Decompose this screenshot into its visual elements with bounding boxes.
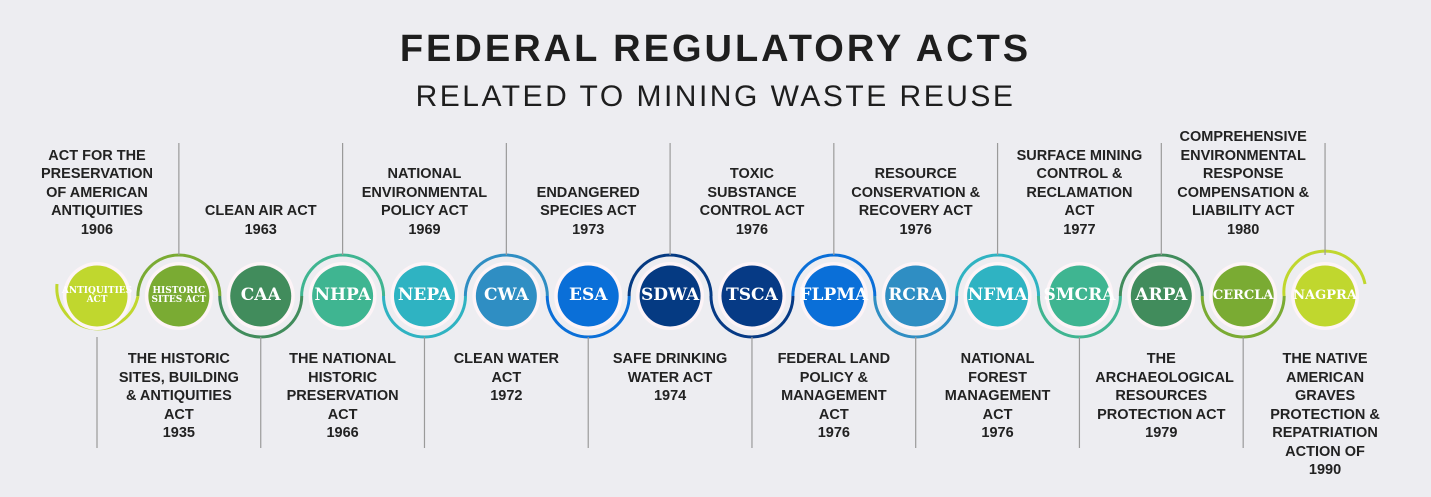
act-name: CLEAN AIR ACT bbox=[204, 203, 317, 219]
act-abbreviation: CWA bbox=[483, 285, 529, 306]
act-year: 1976 bbox=[899, 221, 932, 238]
act-label: ENDANGERED SPECIES ACT 1973 bbox=[508, 184, 668, 240]
act-circle bbox=[1294, 265, 1356, 327]
act-abbreviation: ANTIQUITIES ACT bbox=[61, 285, 133, 305]
act-label: ACT FOR THE PRESERVATION OF AMERICAN ANT… bbox=[17, 147, 177, 240]
act-label: FEDERAL LAND POLICY & MANAGEMENT ACT 1976 bbox=[754, 350, 914, 443]
act-year: 1966 bbox=[326, 425, 359, 441]
wave-arc bbox=[463, 253, 549, 297]
act-year: 1976 bbox=[735, 221, 769, 238]
act-label: THE NATIONAL HISTORIC PRESERVATION ACT 19… bbox=[263, 350, 423, 443]
act-label: CLEAN WATER ACT 1972 bbox=[426, 350, 586, 406]
act-abbreviation: ESA bbox=[569, 285, 608, 306]
act-circle bbox=[393, 265, 455, 327]
act-year: 1935 bbox=[162, 425, 195, 441]
act-year: 1963 bbox=[244, 221, 277, 238]
act-label: RESOURCE CONSERVATION & RECOVERY ACT 1976 bbox=[836, 165, 996, 239]
wave-arc bbox=[1282, 249, 1367, 297]
act-name: COMPREHENSIVE ENVIRONMENTAL RESPONSE COM… bbox=[1177, 129, 1310, 219]
act-name: SAFE DRINKING WATER ACT bbox=[612, 351, 728, 386]
act-abbreviation: NEPA bbox=[397, 285, 452, 306]
wave-arc bbox=[955, 253, 1041, 297]
act-circle bbox=[66, 265, 128, 327]
act-label: TOXIC SUBSTANCE CONTROL ACT 1976 bbox=[672, 165, 832, 239]
act-name: SURFACE MINING CONTROL & RECLAMATION ACT bbox=[1016, 147, 1143, 220]
wave-arc bbox=[381, 295, 467, 339]
wave-arc bbox=[1200, 295, 1286, 339]
act-label: CLEAN AIR ACT 1963 bbox=[181, 202, 341, 239]
wave-arc bbox=[709, 295, 795, 339]
act-year: 1980 bbox=[1227, 221, 1260, 238]
act-year: 1976 bbox=[817, 425, 850, 441]
wave-arc bbox=[791, 253, 877, 297]
act-circle bbox=[148, 265, 210, 327]
act-abbreviation: HISTORIC SITES ACT bbox=[151, 285, 207, 305]
act-name: CLEAN WATER ACT bbox=[453, 351, 559, 386]
act-year: 1906 bbox=[80, 221, 114, 238]
act-name: TOXIC SUBSTANCE CONTROL ACT bbox=[699, 166, 805, 219]
act-abbreviation: RCRA bbox=[888, 285, 944, 306]
act-name: ENDANGERED SPECIES ACT bbox=[536, 184, 640, 220]
act-circle bbox=[230, 265, 292, 327]
act-abbreviation: NAGPRA bbox=[1293, 288, 1357, 304]
act-circle bbox=[475, 265, 537, 327]
act-abbreviation: NFMA bbox=[967, 285, 1028, 306]
act-circle bbox=[967, 265, 1029, 327]
act-year: 1973 bbox=[572, 221, 605, 238]
act-circle bbox=[312, 265, 374, 327]
act-abbreviation: CERCLA bbox=[1212, 288, 1274, 304]
act-abbreviation: ARPA bbox=[1135, 285, 1188, 306]
wave-arc bbox=[545, 295, 631, 339]
act-label: NATIONAL FOREST MANAGEMENT ACT 1976 bbox=[918, 350, 1078, 443]
act-abbreviation: CAA bbox=[240, 285, 281, 306]
act-name: THE ARCHAEOLOGICAL RESOURCES PROTECTION … bbox=[1095, 351, 1234, 423]
act-year: 1990 bbox=[1308, 462, 1342, 478]
act-label: COMPREHENSIVE ENVIRONMENTAL RESPONSE COM… bbox=[1163, 128, 1323, 239]
act-abbreviation: SMCRA bbox=[1043, 285, 1116, 306]
wave-arc bbox=[627, 253, 713, 297]
act-name: NATIONAL ENVIRONMENTAL POLICY ACT bbox=[361, 166, 488, 219]
act-circle bbox=[639, 265, 701, 327]
wave-arc bbox=[873, 295, 959, 339]
act-circle bbox=[557, 265, 619, 327]
act-circle bbox=[885, 265, 947, 327]
act-abbreviation: TSCA bbox=[726, 285, 778, 306]
act-label: SAFE DRINKING WATER ACT 1974 bbox=[590, 350, 750, 406]
act-year: 1977 bbox=[1063, 221, 1096, 238]
act-abbreviation: FLPMA bbox=[799, 285, 869, 306]
act-label: THE NATIVE AMERICAN GRAVES PROTECTION & … bbox=[1245, 350, 1405, 480]
act-circle bbox=[721, 265, 783, 327]
act-name: ACT FOR THE PRESERVATION OF AMERICAN ANT… bbox=[41, 147, 153, 220]
act-year: 1979 bbox=[1145, 425, 1178, 441]
page-title: FEDERAL REGULATORY ACTS bbox=[399, 28, 1032, 70]
act-name: THE NATIONAL HISTORIC PRESERVATION ACT bbox=[286, 351, 399, 423]
act-name: THE HISTORIC SITES, BUILDING & ANTIQUITI… bbox=[118, 351, 239, 423]
act-label: THE HISTORIC SITES, BUILDING & ANTIQUITI… bbox=[99, 350, 259, 443]
wave-arc bbox=[1118, 253, 1204, 297]
act-circle bbox=[1212, 265, 1274, 327]
act-year: 1969 bbox=[408, 221, 441, 238]
act-name: FEDERAL LAND POLICY & MANAGEMENT ACT bbox=[777, 351, 891, 423]
act-circle bbox=[1048, 265, 1110, 327]
page-subtitle: RELATED TO MINING WASTE REUSE bbox=[415, 80, 1016, 113]
wave-arc bbox=[218, 295, 304, 339]
act-name: RESOURCE CONSERVATION & RECOVERY ACT bbox=[851, 166, 981, 219]
wave-arc bbox=[1036, 295, 1122, 339]
act-label: NATIONAL ENVIRONMENTAL POLICY ACT 1969 bbox=[344, 165, 504, 239]
act-year: 1974 bbox=[653, 388, 687, 404]
act-name: THE NATIVE AMERICAN GRAVES PROTECTION & … bbox=[1270, 351, 1380, 460]
wave-arc bbox=[300, 253, 386, 297]
act-abbreviation: SDWA bbox=[640, 285, 700, 306]
act-circle bbox=[1130, 265, 1192, 327]
act-abbreviation: NHPA bbox=[314, 285, 371, 306]
act-year: 1976 bbox=[981, 425, 1014, 441]
wave-arc bbox=[136, 253, 222, 297]
act-circle bbox=[803, 265, 865, 327]
act-label: THE ARCHAEOLOGICAL RESOURCES PROTECTION … bbox=[1081, 350, 1241, 443]
act-label: SURFACE MINING CONTROL & RECLAMATION ACT… bbox=[999, 147, 1159, 240]
act-year: 1972 bbox=[490, 388, 523, 404]
act-name: NATIONAL FOREST MANAGEMENT ACT bbox=[944, 351, 1051, 423]
